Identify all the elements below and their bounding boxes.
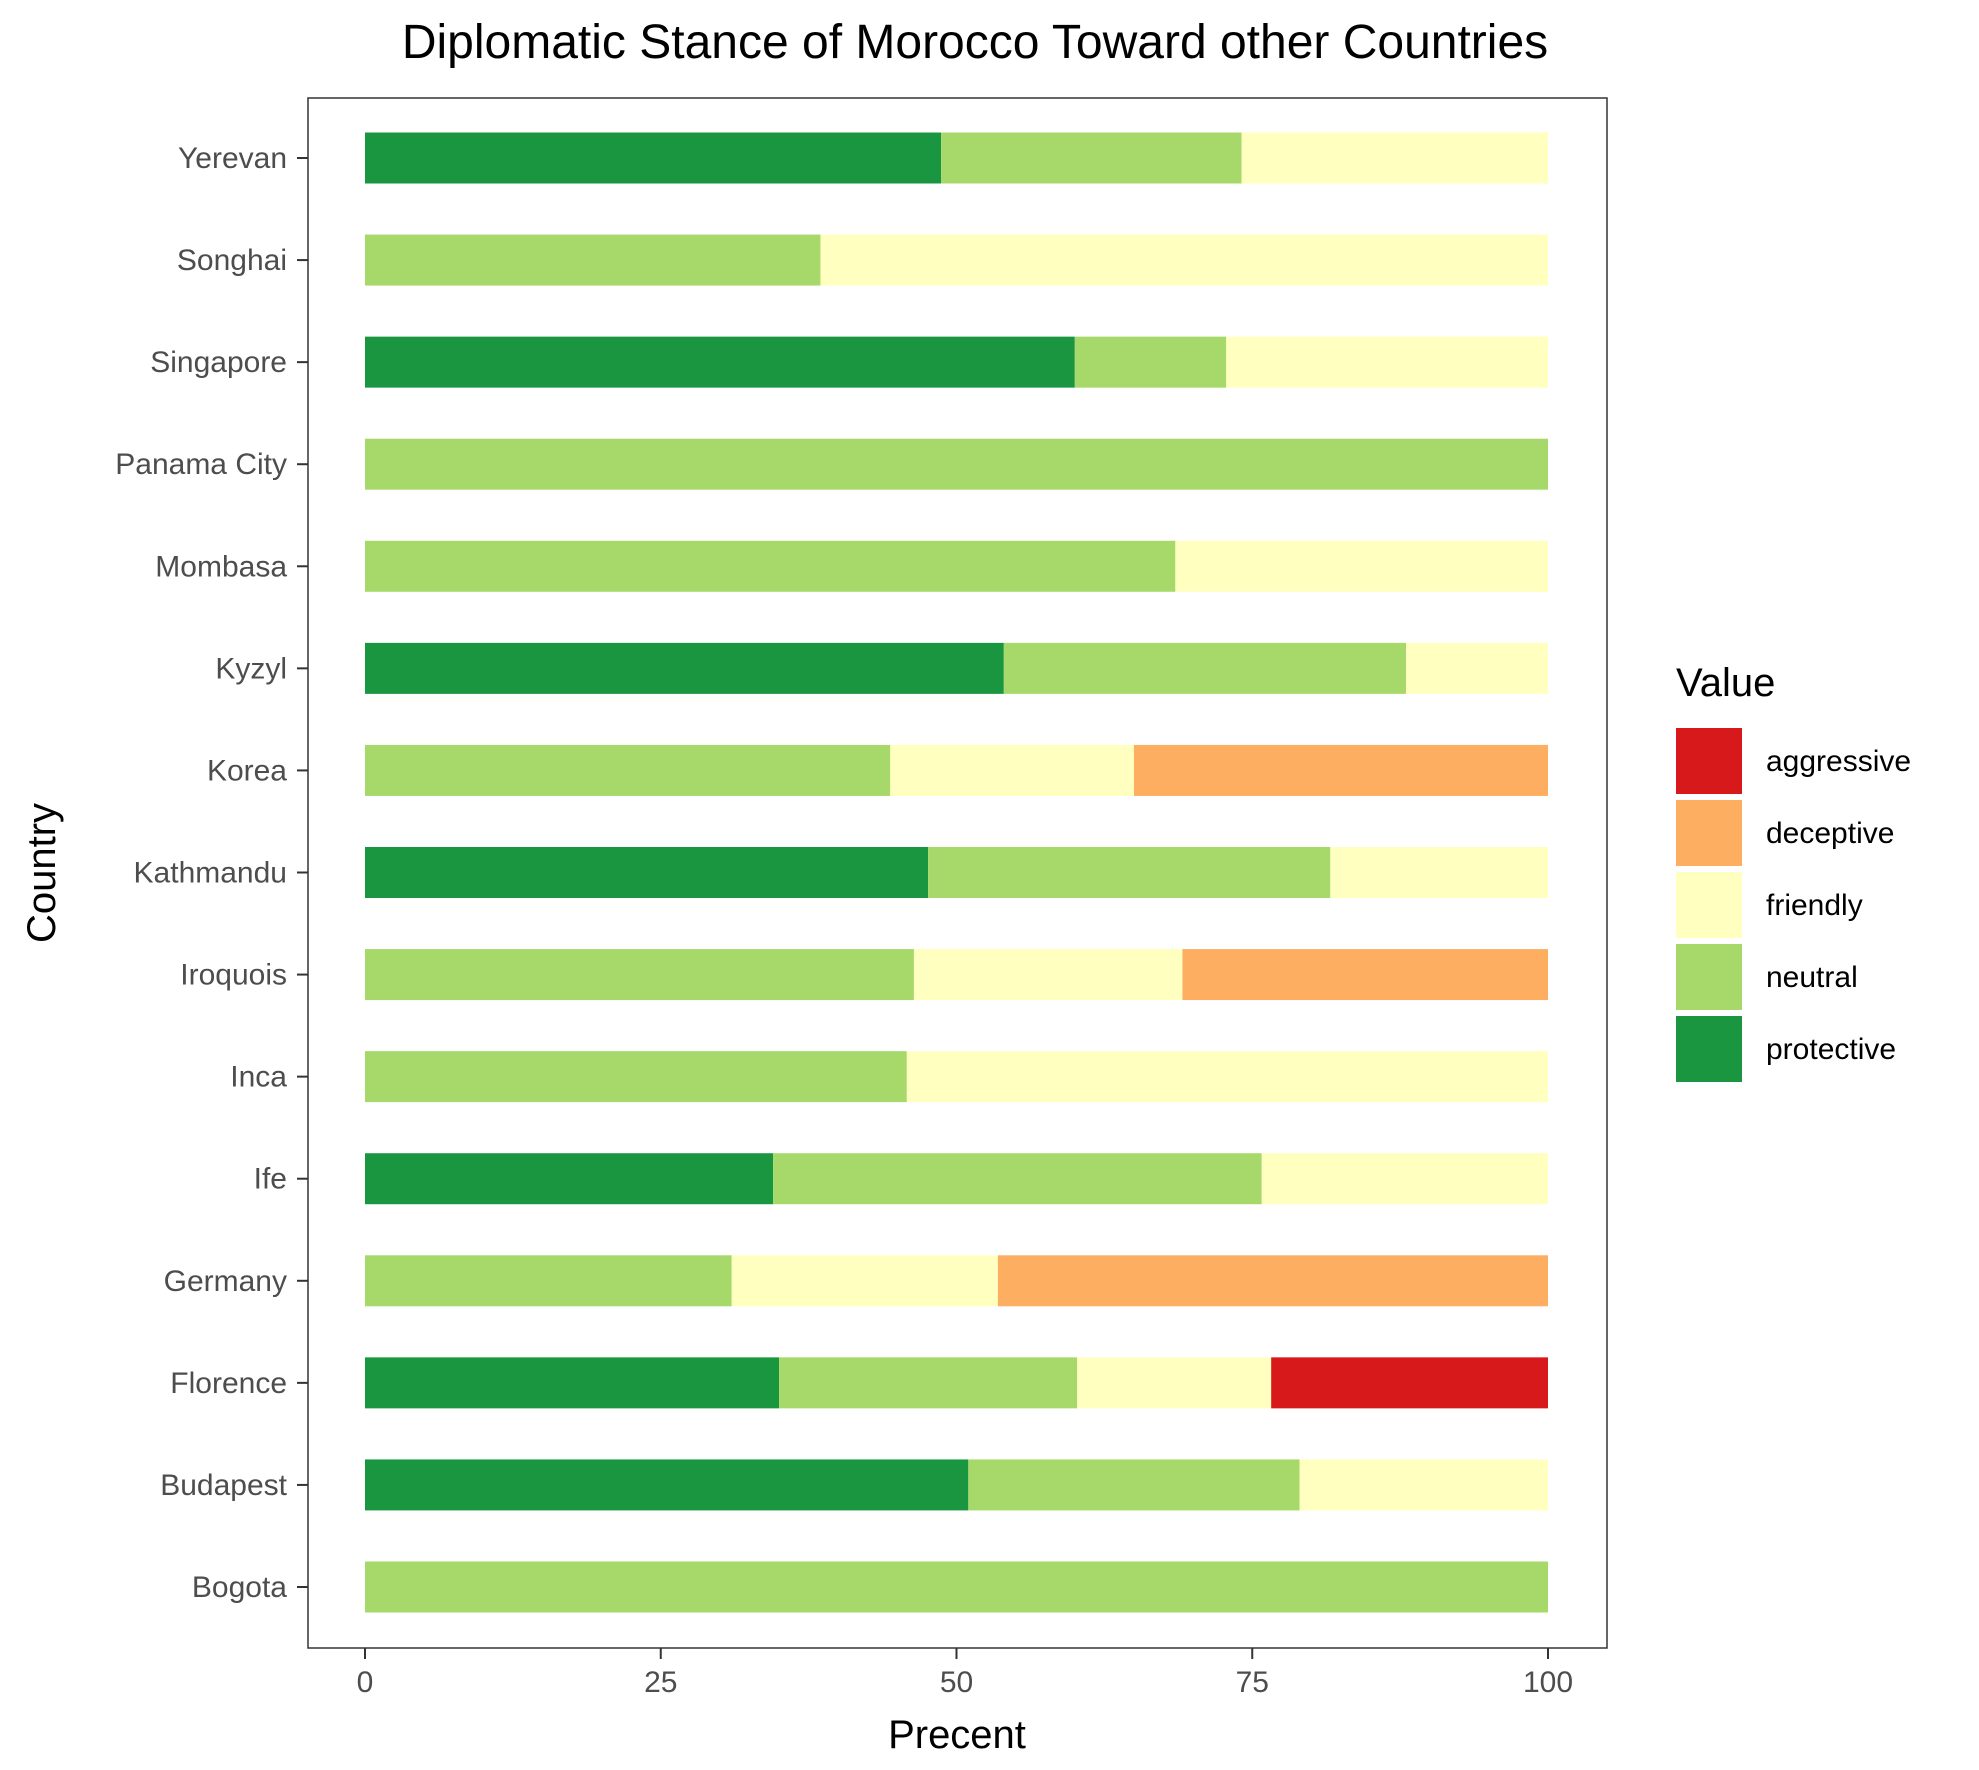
- y-tick-label-ife: Ife: [254, 1163, 287, 1196]
- bar-mombasa-neutral: [365, 540, 1176, 592]
- bar-budapest-protective: [365, 1459, 969, 1511]
- bar-singapore-protective: [365, 336, 1075, 388]
- legend-swatch-deceptive: [1676, 800, 1742, 866]
- bar-iroquois-neutral: [365, 949, 914, 1001]
- legend-swatch-aggressive: [1676, 728, 1742, 794]
- legend-label-friendly: friendly: [1766, 889, 1863, 922]
- bar-panama-city-neutral: [365, 438, 1548, 490]
- chart-title: Diplomatic Stance of Morocco Toward othe…: [402, 16, 1548, 69]
- bar-inca-friendly: [906, 1051, 1548, 1103]
- bar-korea-neutral: [365, 744, 891, 796]
- legend-swatch-friendly: [1676, 872, 1742, 938]
- legend-label-aggressive: aggressive: [1766, 745, 1911, 778]
- bars-group: [365, 132, 1548, 1613]
- y-tick-label-inca: Inca: [230, 1061, 287, 1094]
- bar-kathmandu-protective: [365, 847, 929, 898]
- bar-kyzyl-friendly: [1406, 642, 1548, 694]
- x-axis-title: Precent: [888, 1713, 1026, 1757]
- bar-germany-neutral: [365, 1255, 732, 1307]
- y-tick-label-singapore: Singapore: [150, 346, 287, 379]
- bar-florence-neutral: [779, 1357, 1078, 1409]
- bar-germany-friendly: [731, 1255, 998, 1307]
- x-axis: 0 25 50 75 100: [357, 1648, 1573, 1699]
- bar-korea-friendly: [890, 744, 1134, 796]
- y-tick-label-panama-city: Panama City: [115, 448, 287, 481]
- x-tick-label-75: 75: [1236, 1666, 1269, 1699]
- bar-florence-protective: [365, 1357, 780, 1409]
- bar-ife-protective: [365, 1153, 774, 1205]
- x-tick-label-0: 0: [357, 1666, 374, 1699]
- bar-yerevan-friendly: [1241, 132, 1548, 184]
- bar-kyzyl-neutral: [1003, 642, 1407, 694]
- y-tick-label-bogota: Bogota: [192, 1571, 287, 1604]
- y-tick-label-songhai: Songhai: [177, 244, 287, 277]
- bar-yerevan-protective: [365, 132, 942, 184]
- y-tick-label-korea: Korea: [207, 754, 287, 787]
- y-tick-label-mombasa: Mombasa: [155, 550, 287, 583]
- y-tick-label-iroquois: Iroquois: [180, 959, 287, 992]
- legend-label-neutral: neutral: [1766, 961, 1858, 994]
- bar-songhai-neutral: [365, 234, 821, 286]
- legend-swatch-neutral: [1676, 944, 1742, 1010]
- legend-title: Value: [1676, 661, 1775, 705]
- x-tick-label-25: 25: [644, 1666, 677, 1699]
- bar-singapore-neutral: [1074, 336, 1227, 388]
- bar-budapest-neutral: [968, 1459, 1300, 1511]
- bar-iroquois-deceptive: [1182, 949, 1548, 1001]
- bar-ife-friendly: [1261, 1153, 1548, 1205]
- bar-germany-deceptive: [997, 1255, 1548, 1307]
- y-tick-label-germany: Germany: [164, 1265, 287, 1298]
- bar-korea-deceptive: [1133, 744, 1548, 796]
- bar-florence-friendly: [1077, 1357, 1272, 1409]
- y-tick-label-yerevan: Yerevan: [178, 142, 287, 175]
- bar-budapest-friendly: [1299, 1459, 1548, 1511]
- y-tick-label-kyzyl: Kyzyl: [215, 652, 287, 685]
- bar-mombasa-friendly: [1175, 540, 1548, 592]
- bar-kyzyl-protective: [365, 642, 1004, 694]
- legend-swatch-protective: [1676, 1016, 1742, 1082]
- y-axis-title: Country: [20, 803, 64, 943]
- x-tick-label-50: 50: [940, 1666, 973, 1699]
- bar-iroquois-friendly: [913, 949, 1183, 1001]
- y-axis: Bogota Budapest Florence Germany Ife Inca Iroq…: [115, 142, 308, 1604]
- bar-kathmandu-neutral: [928, 847, 1331, 898]
- bar-bogota-neutral: [365, 1561, 1548, 1613]
- bar-kathmandu-friendly: [1330, 847, 1548, 898]
- x-tick-label-100: 100: [1523, 1666, 1573, 1699]
- bar-inca-neutral: [365, 1051, 907, 1103]
- y-tick-label-florence: Florence: [170, 1367, 287, 1400]
- legend-label-protective: protective: [1766, 1033, 1896, 1066]
- y-tick-label-kathmandu: Kathmandu: [134, 857, 287, 890]
- bar-songhai-friendly: [820, 234, 1548, 286]
- y-tick-label-budapest: Budapest: [160, 1469, 287, 1502]
- bar-singapore-friendly: [1226, 336, 1548, 388]
- legend-items: aggressive deceptive friendly neutral protec…: [1676, 728, 1911, 1082]
- legend: Value aggressive deceptive friendly neutral…: [1676, 661, 1911, 1082]
- bar-ife-neutral: [773, 1153, 1262, 1205]
- bar-yerevan-neutral: [941, 132, 1242, 184]
- legend-label-deceptive: deceptive: [1766, 817, 1894, 850]
- bar-florence-aggressive: [1271, 1357, 1548, 1409]
